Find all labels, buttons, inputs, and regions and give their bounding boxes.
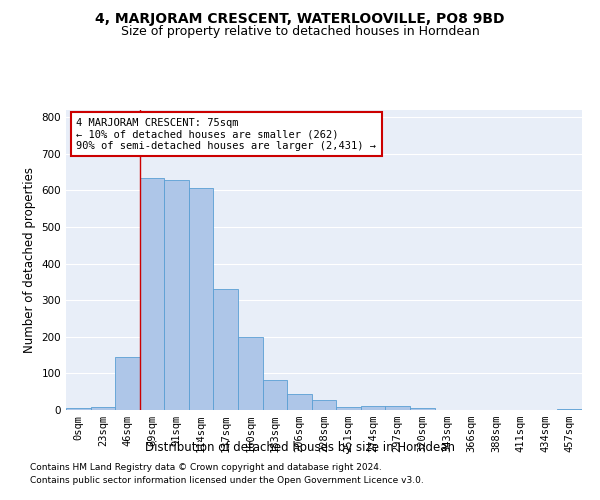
Text: Size of property relative to detached houses in Horndean: Size of property relative to detached ho… (121, 25, 479, 38)
Bar (115, 357, 140, 410)
Text: Contains HM Land Registry data © Crown copyright and database right 2024.: Contains HM Land Registry data © Crown c… (30, 464, 382, 472)
Bar (189, 188, 214, 410)
Bar (312, 400, 336, 410)
Bar (361, 406, 385, 410)
Text: Distribution of detached houses by size in Horndean: Distribution of detached houses by size … (145, 441, 455, 454)
Bar (385, 406, 410, 410)
Y-axis label: Number of detached properties: Number of detached properties (23, 167, 36, 353)
Bar (140, 178, 164, 410)
Bar (410, 408, 434, 410)
Text: 4 MARJORAM CRESCENT: 75sqm
← 10% of detached houses are smaller (262)
90% of sem: 4 MARJORAM CRESCENT: 75sqm ← 10% of deta… (76, 118, 376, 150)
Bar (263, 380, 287, 410)
Bar (66, 408, 91, 410)
Bar (91, 408, 115, 410)
Text: Contains public sector information licensed under the Open Government Licence v3: Contains public sector information licen… (30, 476, 424, 485)
Bar (287, 394, 312, 410)
Bar (238, 337, 263, 410)
Bar (336, 407, 361, 410)
Bar (164, 180, 189, 410)
Bar (214, 290, 238, 410)
Text: 4, MARJORAM CRESCENT, WATERLOOVILLE, PO8 9BD: 4, MARJORAM CRESCENT, WATERLOOVILLE, PO8… (95, 12, 505, 26)
